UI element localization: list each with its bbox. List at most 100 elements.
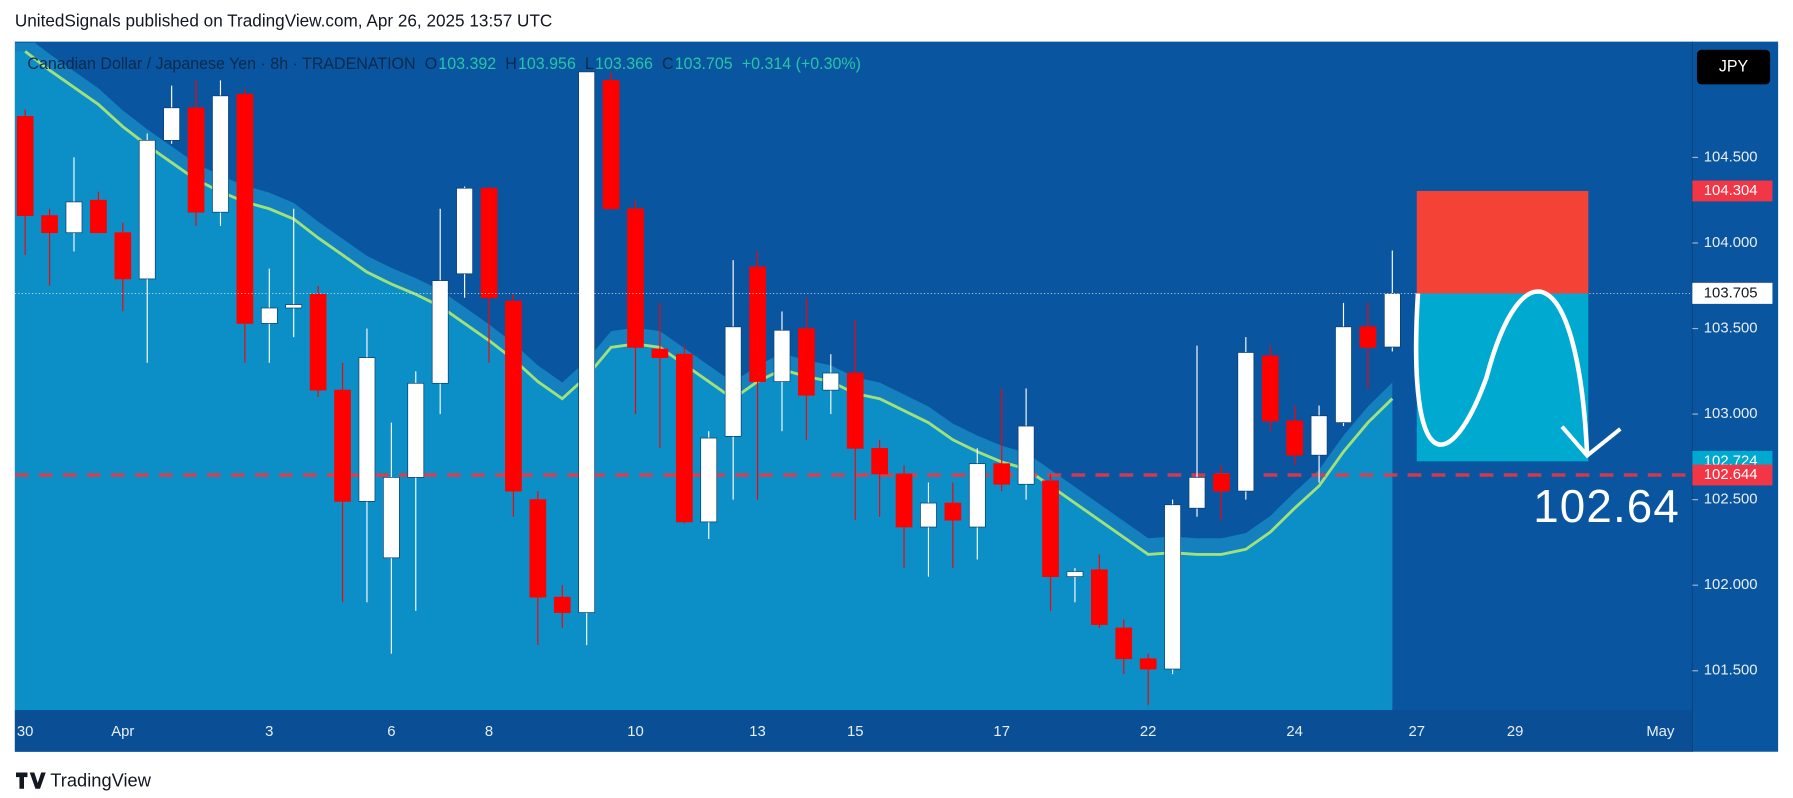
ohlc-key: C	[662, 55, 674, 73]
time-axis	[14, 710, 1693, 752]
ohlc-value: 103.705	[675, 55, 733, 73]
candle-body	[1139, 658, 1157, 670]
candle-body	[138, 139, 156, 280]
ohlc-key: H	[505, 55, 517, 73]
candle-body	[1066, 571, 1084, 577]
price-tag	[1692, 283, 1773, 304]
candle-body	[993, 463, 1011, 485]
footer-logo: TradingView	[16, 770, 152, 791]
candle-body	[1213, 473, 1230, 492]
overlay: 102.64	[1413, 190, 1680, 532]
ohlc-value: 103.392	[438, 55, 496, 73]
candle-body	[407, 382, 425, 478]
candle-body	[1017, 425, 1035, 485]
candle-body	[1237, 352, 1255, 492]
x-tick-label: 30	[17, 723, 34, 740]
candle-body	[212, 95, 229, 213]
symbol-title: Canadian Dollar / Japanese Yen · 8h · TR…	[27, 55, 415, 73]
candle-body	[431, 280, 449, 384]
candle-body	[90, 199, 107, 234]
candle-body	[187, 107, 205, 213]
ohlc-value: 103.956	[518, 55, 576, 73]
y-tick-label: 104.500	[1704, 148, 1758, 165]
candle-body	[285, 304, 303, 309]
candle-body	[1091, 569, 1108, 625]
target-zone	[1416, 293, 1589, 462]
price-tag-label: 103.705	[1704, 284, 1758, 301]
candle-body	[798, 328, 815, 396]
candle-body	[1286, 420, 1304, 456]
candle-body	[309, 293, 327, 391]
x-tick-label: Apr	[111, 723, 134, 740]
price-tag	[1692, 464, 1773, 486]
stop-zone	[1416, 190, 1589, 294]
candle-body	[749, 266, 766, 382]
candle-body	[456, 187, 473, 275]
y-tick-label: 103.500	[1704, 319, 1758, 336]
candle-body	[1261, 355, 1279, 422]
x-tick-label: 24	[1286, 723, 1303, 740]
price-tag-label: 102.644	[1704, 466, 1758, 483]
x-tick-label: 3	[265, 723, 273, 740]
price-tag	[1692, 180, 1773, 202]
x-tick-label: 6	[387, 723, 395, 740]
x-tick-label: 13	[749, 723, 766, 740]
y-tick-label: 102.000	[1704, 576, 1758, 593]
currency-label: JPY	[1719, 57, 1749, 75]
candle-body	[1310, 415, 1328, 456]
publisher: UnitedSignals published on TradingView.c…	[15, 10, 552, 30]
candle-body	[553, 596, 571, 613]
x-tick-label: 17	[993, 723, 1010, 740]
x-tick-label: 8	[485, 723, 493, 740]
candle-body	[383, 477, 400, 559]
candle-body	[968, 463, 986, 528]
y-tick-label: 102.500	[1704, 491, 1758, 508]
forecast-arrow	[1560, 425, 1622, 459]
candle-body	[846, 372, 864, 449]
candle-body	[822, 372, 840, 391]
candle-body	[1164, 504, 1181, 670]
x-tick-label: 15	[847, 723, 864, 740]
forecast-curve	[1413, 289, 1590, 456]
candle-body	[773, 329, 791, 382]
candle-body	[1359, 326, 1377, 348]
candle-body	[895, 473, 913, 528]
plot	[14, 42, 1693, 711]
candle-body	[114, 232, 132, 280]
candle-body	[578, 71, 596, 613]
x-tick-label: 27	[1409, 723, 1426, 740]
candle-body	[944, 502, 962, 521]
x-tick-label: 22	[1140, 723, 1157, 740]
candle-body	[163, 107, 180, 141]
candle-body	[260, 307, 278, 324]
candle-body	[602, 80, 620, 210]
candle-body	[651, 348, 669, 358]
candle-body	[627, 208, 644, 348]
candle-body	[334, 389, 351, 502]
target-text: 102.64	[1533, 480, 1680, 532]
change: +0.314 (+0.30%)	[742, 55, 861, 73]
y-tick-label: 103.000	[1704, 405, 1758, 422]
candle-body	[1115, 627, 1133, 660]
x-tick-label: 10	[627, 723, 644, 740]
candle-body	[1383, 293, 1401, 348]
ohlc-value: 103.366	[595, 55, 653, 73]
candle-body	[505, 300, 522, 492]
y-tick-label: 101.500	[1704, 662, 1758, 679]
candle-body	[41, 215, 58, 234]
candle-body	[236, 93, 254, 324]
candle-body	[480, 187, 498, 299]
candle-body	[920, 502, 937, 528]
candle-body	[65, 201, 83, 234]
candle-body	[871, 447, 888, 475]
ohlc-key: O	[425, 55, 437, 73]
y-tick-label: 104.000	[1704, 234, 1758, 251]
candle-body	[1335, 326, 1352, 423]
candle-body	[1188, 477, 1206, 509]
currency-button[interactable]	[1696, 49, 1771, 85]
price-tag-label: 104.304	[1704, 182, 1758, 199]
candle-body	[675, 353, 693, 523]
legend: Canadian Dollar / Japanese Yen · 8h · TR…	[27, 55, 415, 73]
